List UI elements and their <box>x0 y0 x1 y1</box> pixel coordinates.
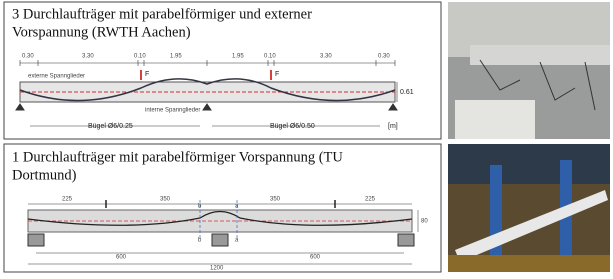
label: interne Spannglieder <box>145 108 200 114</box>
dimension: 225 <box>365 197 376 203</box>
dimension: 225 <box>62 197 73 203</box>
load-label: F <box>145 71 149 78</box>
dimension: 3.30 <box>82 54 94 60</box>
load-label: F <box>275 71 279 78</box>
dimension: 0.30 <box>378 54 390 60</box>
page: 3 Durchlaufträger mit parabelförmiger un… <box>0 0 613 274</box>
title: Vorspannung (RWTH Aachen) <box>12 24 191 40</box>
dimension: 600 <box>116 255 127 261</box>
photo <box>448 144 610 272</box>
dimension: 1200 <box>210 266 224 272</box>
dimension: 350 <box>270 197 281 203</box>
dimension: 0.30 <box>22 54 34 60</box>
height-label: 0.61 <box>400 89 414 96</box>
label: Bügel Ø6/0.50 <box>270 123 315 130</box>
unit: [m] <box>388 123 398 130</box>
label: Bügel Ø6/0.25 <box>88 123 133 130</box>
panel-frame <box>4 2 441 139</box>
title: Dortmund) <box>12 167 77 183</box>
dimension: 1.95 <box>232 54 244 60</box>
photo <box>448 2 610 139</box>
dimension: 1.95 <box>170 54 182 60</box>
dimension: 0.10 <box>264 54 276 60</box>
dimension: 3.30 <box>320 54 332 60</box>
dimension: 0.10 <box>134 54 146 60</box>
title: 1 Durchlaufträger mit parabelförmiger Vo… <box>12 149 343 165</box>
title: 3 Durchlaufträger mit parabelförmiger un… <box>12 6 312 22</box>
label: externe Spannglieder <box>28 74 85 80</box>
dimension: 600 <box>310 255 321 261</box>
dimension: 350 <box>160 197 171 203</box>
height-label: 80 <box>421 219 428 225</box>
